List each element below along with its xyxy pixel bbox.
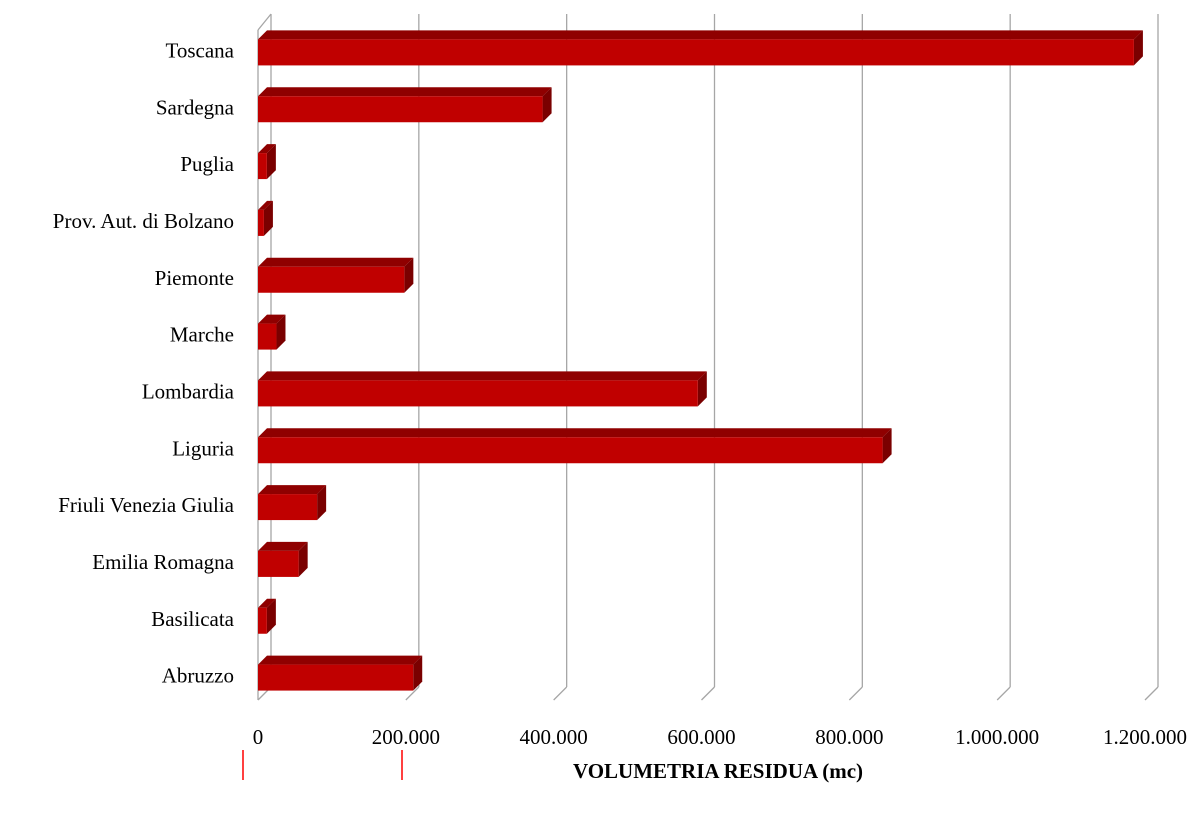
gridline-floor	[996, 686, 1011, 701]
bar	[258, 380, 698, 407]
bar	[258, 96, 543, 123]
category-label: Basilicata	[151, 607, 234, 631]
bar-side	[276, 314, 286, 350]
category-label: Liguria	[172, 436, 234, 460]
bar	[258, 266, 405, 293]
bar-top	[258, 598, 276, 608]
bar-top	[258, 485, 327, 495]
bar	[258, 437, 883, 464]
gridline-floor	[405, 686, 420, 701]
bar-side	[317, 485, 327, 521]
x-tick-label: 200.000	[372, 725, 440, 749]
gridline-floor	[1144, 686, 1159, 701]
bar-side	[266, 598, 276, 634]
bar	[258, 153, 267, 180]
bar-top	[258, 200, 273, 210]
x-tick-label: 400.000	[520, 725, 588, 749]
category-labels: Toscana Sardegna Puglia Prov. Aut. di Bolza…	[53, 38, 235, 687]
category-label: Prov. Aut. di Bolzano	[53, 209, 234, 233]
category-label: Sardegna	[156, 95, 235, 119]
bars	[258, 30, 1143, 691]
bar-top	[258, 87, 552, 97]
bar-top	[258, 655, 423, 665]
bar	[258, 494, 318, 521]
category-label: Toscana	[166, 38, 235, 62]
gridline-floor	[701, 686, 715, 701]
category-label: Puglia	[180, 152, 234, 176]
bar-side	[882, 428, 892, 464]
category-label: Piemonte	[155, 266, 234, 290]
bar-top	[258, 257, 414, 267]
bar-side	[298, 541, 308, 577]
bar	[258, 323, 277, 350]
x-tick-label: 0	[253, 725, 264, 749]
bar	[258, 39, 1134, 66]
category-label: Friuli Venezia Giulia	[58, 493, 234, 517]
bar-side	[266, 144, 276, 180]
bar	[258, 550, 299, 577]
left-wall-top	[257, 13, 272, 31]
gridline-floor	[553, 686, 568, 701]
x-tick-labels: 0 200.000 400.000 600.000 800.000 1.000.000 1.…	[253, 725, 1187, 749]
x-axis-title: VOLUMETRIA RESIDUA (mc)	[573, 759, 863, 783]
category-label: Lombardia	[142, 379, 235, 403]
category-label: Abruzzo	[162, 664, 234, 688]
x-tick-label: 800.000	[815, 725, 883, 749]
bar-side	[413, 655, 423, 691]
x-tick-label: 600.000	[667, 725, 735, 749]
bar-top	[258, 541, 308, 551]
bar-top	[258, 371, 707, 381]
x-tick-label: 1.200.000	[1103, 725, 1187, 749]
bar-side	[263, 200, 273, 236]
gridline-floor	[848, 686, 863, 701]
bar-side	[404, 257, 414, 293]
bar-top	[258, 30, 1143, 40]
bar-top	[258, 314, 286, 324]
bar-top	[258, 144, 276, 154]
gridlines	[257, 13, 1159, 701]
bar-top	[258, 428, 892, 438]
bar-side	[542, 87, 552, 123]
bar-side	[1133, 30, 1143, 66]
category-label: Emilia Romagna	[92, 550, 234, 574]
category-label: Marche	[170, 323, 234, 347]
bar	[258, 607, 267, 634]
bar	[258, 664, 414, 691]
bar	[258, 209, 264, 236]
x-tick-label: 1.000.000	[955, 725, 1039, 749]
bar-side	[697, 371, 707, 407]
